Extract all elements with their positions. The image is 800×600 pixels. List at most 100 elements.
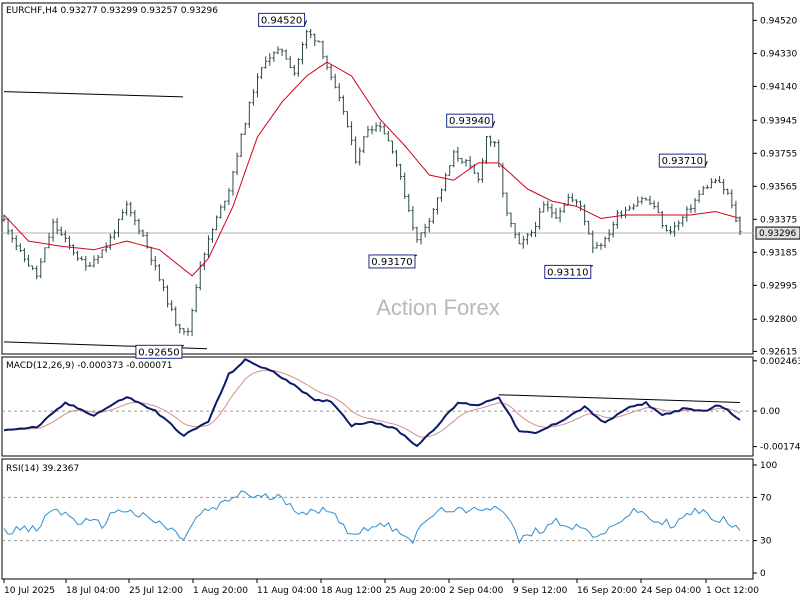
ohlc-bar [648,195,652,206]
macd-trendline [498,394,741,404]
ohlc-bar [18,243,22,253]
ohlc-bar [513,222,517,239]
callout-label: 0.93170 [371,257,412,268]
ohlc-bar [407,193,411,213]
ohlc-bar [488,135,493,147]
time-tick-label: 1 Oct 12:00 [706,586,759,596]
ohlc-bar [554,208,558,219]
callout-leader [304,20,308,26]
ohlc-bar [693,198,697,213]
ohlc-bar [349,121,354,146]
ohlc-bar [619,210,624,219]
ohlc-bar [660,210,664,229]
ohlc-bar [697,190,701,203]
ohlc-bar [76,250,80,262]
ohlc-bar [55,217,59,235]
ohlc-bar [157,264,161,282]
ohlc-bar [255,73,260,98]
ohlc-bar [484,136,489,165]
price-callout: 0.93940 [446,113,496,128]
time-tick-label: 25 Aug 20:00 [385,586,446,596]
ohlc-bar [390,140,395,154]
price-pane [1,2,754,355]
ohlc-bar [726,188,730,195]
rsi-tick-label: 30 [760,537,772,547]
ohlc-bar [92,255,96,268]
ohlc-bar [26,254,31,267]
rsi-tick-label: 70 [760,493,772,503]
price-tick-label: 0.94330 [760,49,797,59]
rsi-line [3,490,741,545]
callout-leader [590,264,594,267]
ohlc-bar [644,197,648,201]
time-tick-label: 18 Jul 04:00 [66,586,120,596]
ohlc-bar [689,204,693,214]
ohlc-bar [636,196,640,207]
ohlc-bar [611,221,615,238]
symbol-line: EURCHF,H4 0.93277 0.93299 0.93257 0.9329… [6,6,218,16]
ohlc-bar [566,193,570,206]
price-callout: 0.94520 [258,12,308,27]
ohlc-bar [452,149,456,168]
ohlc-bar [529,229,534,238]
ohlc-bar [104,242,108,253]
ohlc-bar [137,218,141,235]
ohlc-bar [292,64,296,76]
ohlc-bar [705,184,709,189]
ohlc-bar [35,265,39,280]
ohlc-bar [14,235,18,251]
ohlc-bar [542,201,546,213]
ohlc-bar [664,224,668,232]
macd-line [3,357,741,448]
ohlc-bar [722,178,726,195]
ohlc-bar [493,140,497,148]
ohlc-bar [685,206,689,222]
callout-box [544,264,592,279]
ohlc-bar [47,232,51,249]
ohlc-bar [321,40,325,60]
ohlc-bar [677,220,681,231]
ohlc-bar [525,233,529,245]
ohlc-bar [399,163,403,180]
ohlc-bar [558,207,562,223]
ohlc-bar [120,209,125,220]
time-tick-label: 10 Jul 2025 [4,586,55,596]
rsi-title: RSI(14) 39.2367 [6,464,79,474]
macd-tick-label: 0.00 [760,407,780,417]
ohlc-bar [505,192,509,217]
callout-label: 0.94520 [261,15,302,26]
price-tick-label: 0.92615 [760,347,797,357]
ohlc-bar [738,216,742,236]
ohlc-bar [247,101,251,128]
ohlc-bar [362,135,366,154]
callout-leader [492,120,496,127]
ohlc-bar [313,33,317,47]
ohlc-bar [39,258,43,279]
ohlc-bar [280,48,284,56]
ohlc-bar [419,232,423,245]
ohlc-bar [309,28,313,39]
ohlc-bar [268,53,272,66]
ohlc-bar [615,209,619,229]
ohlc-bar [2,214,6,222]
ohlc-bar [546,200,550,212]
ohlc-bar [59,226,63,236]
ohlc-bar [423,223,427,238]
callout-label: 0.93710 [662,156,703,167]
ohlc-bar [480,158,484,183]
ohlc-bar [10,229,14,243]
watermark: Action Forex [376,295,500,320]
ohlc-bar [231,170,235,196]
price-callout: 0.92650 [135,344,185,359]
macd-signal-line [3,369,741,438]
upper-trendline [3,91,184,98]
ohlc-bar [63,230,67,243]
ohlc-bar [174,306,178,327]
ohlc-bar [550,203,554,219]
ohlc-bar [125,200,129,216]
ohlc-bar [296,58,300,77]
ohlc-bar [411,206,415,231]
ohlc-bar [427,217,431,233]
time-tick-label: 11 Aug 04:00 [257,586,318,596]
ohlc-bar [264,56,268,69]
